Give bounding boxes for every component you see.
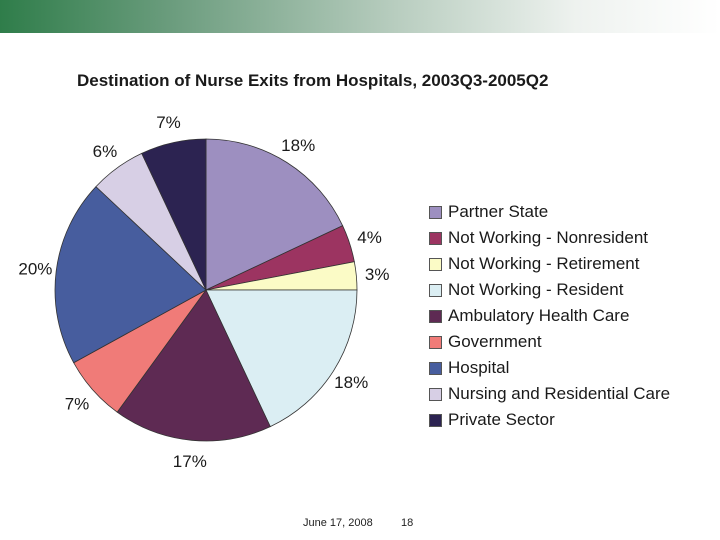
legend-item-ambulatory-health-care: Ambulatory Health Care xyxy=(429,303,670,329)
legend-label: Partner State xyxy=(448,202,549,221)
legend-label: Private Sector xyxy=(448,410,555,429)
legend-label: Not Working - Nonresident xyxy=(448,228,648,247)
legend-swatch xyxy=(429,309,442,323)
legend-item-not-working-resident: Not Working - Resident xyxy=(429,277,670,303)
legend-item-hospital: Hospital xyxy=(429,355,670,381)
page-number: 18 xyxy=(401,517,414,529)
slice-label-nursing-and-residential-care: 6% xyxy=(93,142,118,161)
slice-label-not-working-resident: 18% xyxy=(334,373,368,392)
legend-item-private-sector: Private Sector xyxy=(429,407,670,433)
legend-item-not-working-nonresident: Not Working - Nonresident xyxy=(429,225,670,251)
legend-item-partner-state: Partner State xyxy=(429,199,670,225)
pie-slice-not-working-resident xyxy=(205,289,358,428)
legend-label: Hospital xyxy=(448,358,510,377)
legend-label: Ambulatory Health Care xyxy=(448,306,630,325)
legend-swatch xyxy=(429,231,442,245)
pie-slice-ambulatory-health-care xyxy=(116,289,271,442)
legend-label: Not Working - Retirement xyxy=(448,254,640,273)
legend-label: Government xyxy=(448,332,542,351)
legend-swatch xyxy=(429,257,442,271)
slice-label-private-sector: 7% xyxy=(156,113,181,132)
legend-swatch xyxy=(429,283,442,297)
slice-label-ambulatory-health-care: 17% xyxy=(173,452,207,471)
pie-slice-partner-state xyxy=(205,138,344,291)
pie-slice-hospital xyxy=(54,186,207,364)
slice-label-partner-state: 18% xyxy=(281,136,315,155)
legend-swatch xyxy=(429,387,442,401)
chart-title: Destination of Nurse Exits from Hospital… xyxy=(77,71,549,90)
slice-label-hospital: 20% xyxy=(18,259,52,278)
legend-item-not-working-retirement: Not Working - Retirement xyxy=(429,251,670,277)
pie-slice-private-sector xyxy=(141,138,207,291)
slice-label-not-working-nonresident: 4% xyxy=(357,228,382,247)
legend-swatch xyxy=(429,361,442,375)
legend-label: Nursing and Residential Care xyxy=(448,384,671,403)
legend-label: Not Working - Resident xyxy=(448,280,624,299)
footer-date: June 17, 2008 xyxy=(303,517,373,529)
legend-swatch xyxy=(429,413,442,427)
legend-item-government: Government xyxy=(429,329,670,355)
legend-item-nursing-and-residential-care: Nursing and Residential Care xyxy=(429,381,670,407)
legend-swatch xyxy=(429,335,442,349)
header-band xyxy=(0,0,720,33)
legend-swatch xyxy=(429,205,442,219)
slice-label-not-working-retirement: 3% xyxy=(365,265,390,284)
slice-label-government: 7% xyxy=(65,395,90,414)
legend: Partner State Not Working - Nonresident No… xyxy=(429,199,670,433)
